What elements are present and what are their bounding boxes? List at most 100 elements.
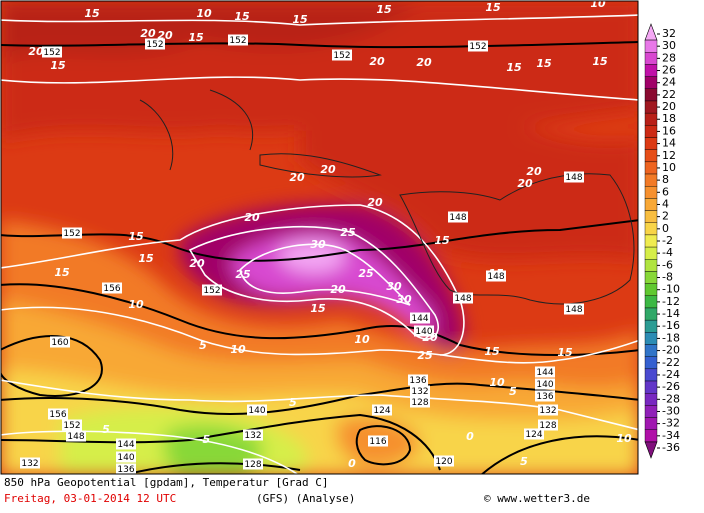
colorbar-label: -14 [662,307,680,320]
geopotential-label: 136 [536,392,553,402]
temperature-label: 20 [189,257,205,270]
geopotential-label-box: 152 [468,40,488,52]
label-box [42,46,62,58]
temperature-label: 15 [138,252,154,265]
colorbar-cell [644,246,658,260]
geopotential-label-box: 136 [535,390,555,402]
colorbar-cell [644,356,658,370]
temperature-label: 25 [417,349,433,362]
colorbar-cell [644,112,658,126]
geopotential-label: 148 [454,294,471,304]
colorbar-label: -16 [662,319,680,332]
temperature-label: 5 [520,455,528,468]
label-box [20,457,40,469]
geopotential-label: 156 [103,284,120,294]
geopotential-label-box: 160 [50,336,70,348]
temperature-label: 15 [536,57,552,70]
geopotential-label-box: 144 [116,438,136,450]
geopotential-label-box: 144 [535,366,555,378]
temperature-label: 20 [367,196,383,209]
colorbar-cell [644,380,658,394]
geopotential-label-box: 124 [524,428,544,440]
temperature-label: 15 [485,1,501,14]
geopotential-label-box: 148 [486,270,506,282]
geopotential-label-box: 144 [410,312,430,324]
label-box [116,463,136,474]
geopotential-label: 148 [565,173,582,183]
label-box [116,438,136,450]
geopotential-label-box: 148 [564,171,584,183]
colorbar-label: -22 [662,356,680,369]
geopotential-label-box: 128 [243,458,263,470]
geopotential-label: 116 [369,437,386,447]
temperature-label: 10 [489,376,505,389]
geopotential-label: 148 [449,213,466,223]
temperature-label: 15 [84,7,100,20]
label-box [414,325,434,337]
colorbar-cap [644,441,658,459]
colorbar-label: 4 [662,197,669,210]
temperature-label: 15 [484,345,500,358]
colorbar-label: -26 [662,380,680,393]
temperature-label: 15 [592,55,608,68]
colorbar-label: -6 [662,258,673,271]
geopotential-label-box: 124 [372,404,392,416]
colorbar-cell [644,344,658,357]
colorbar-label: 30 [662,39,676,52]
geopotential-label: 132 [539,406,556,416]
temperature-label: 10 [616,432,632,445]
colorbar-label: 6 [662,185,669,198]
geopotential-label: 152 [43,48,60,58]
colorbar-cell [644,405,658,418]
geopotential-label: 156 [49,410,66,420]
geopotential-label-box: 140 [247,404,267,416]
geopotential-label: 148 [67,432,84,442]
colorbar-cell [644,259,658,272]
label-box [50,336,70,348]
label-box [524,428,544,440]
colorbar-cell [644,125,658,138]
geopotential-label: 128 [539,421,556,431]
geopotential-contours [1,41,638,474]
temperature-label: 20 [244,211,260,224]
colorbar-label: -10 [662,283,680,296]
colorbar-cell [644,76,658,89]
label-box [535,378,555,390]
geopotential-label-box: 136 [408,374,428,386]
temperature-label: 20 [140,27,156,40]
geopotential-label: 152 [229,36,246,46]
geopotential-label-box: 132 [243,429,263,441]
geopotential-label: 152 [63,421,80,431]
geopotential-label: 144 [117,440,134,450]
colorbar-label: 12 [662,149,676,162]
geopotential-label-box: 140 [535,378,555,390]
label-box [102,282,122,294]
colorbar-label: 24 [662,76,676,89]
footer-date: Freitag, 03-01-2014 12 UTC [4,492,176,505]
geopotential-label: 152 [469,42,486,52]
label-box [408,374,428,386]
colorbar-label: -36 [662,441,680,454]
temperature-label: 25 [358,267,374,280]
geopotential-label-box: 156 [48,408,68,420]
colorbar-label: -8 [662,271,673,284]
geopotential-label: 144 [536,368,553,378]
geopotential-label-box: 152 [42,46,62,58]
temperature-label: 15 [50,59,66,72]
colorbar-cell [644,393,658,406]
colorbar-cap [644,23,658,41]
temperature-label: 20 [289,171,305,184]
temperature-label: 10 [590,0,606,10]
label-box [62,227,82,239]
label-box [116,451,136,463]
geopotential-label-box: 152 [202,284,222,296]
colorbar-label: 2 [662,210,669,223]
geopotential-label: 152 [146,40,163,50]
colorbar-label: 10 [662,161,676,174]
temperature-label: 10 [196,7,212,20]
colorbar-cell [644,429,658,443]
geopotential-label: 148 [487,272,504,282]
colorbar-label: 16 [662,124,676,137]
